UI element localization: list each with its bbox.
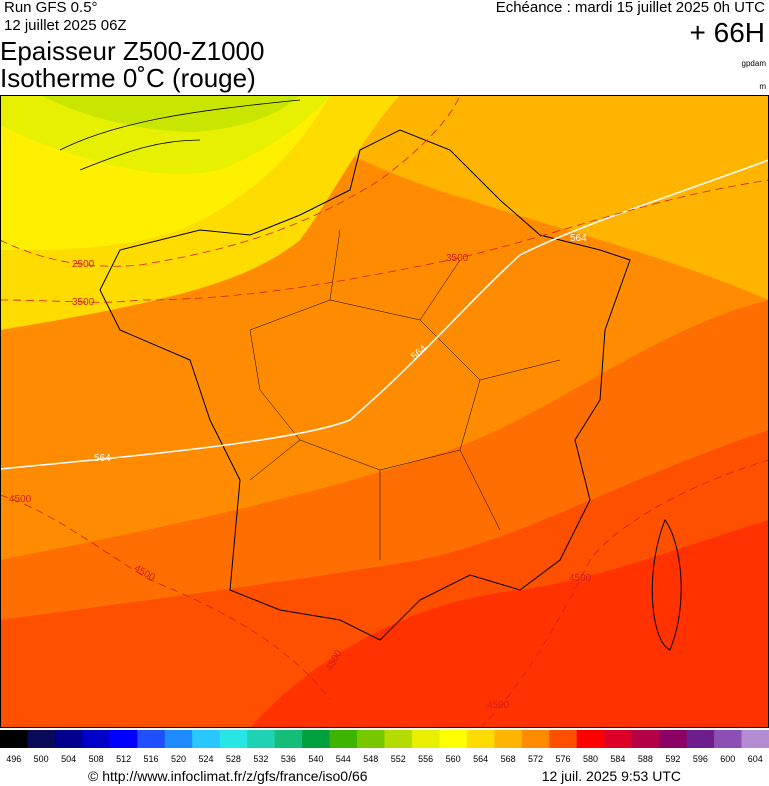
title-line-1: Epaisseur Z500-Z1000 bbox=[0, 36, 264, 66]
colorbar-label: 544 bbox=[336, 754, 351, 764]
isotherm-label: 4500 bbox=[487, 700, 510, 711]
colorbar-swatch bbox=[439, 730, 468, 748]
colorbar-swatch bbox=[494, 730, 523, 748]
colorbar-swatch bbox=[411, 730, 440, 748]
colorbar-label: 600 bbox=[720, 754, 735, 764]
generation-time: 12 juil. 2025 9:53 UTC bbox=[542, 768, 681, 784]
colorbar-label: 584 bbox=[610, 754, 625, 764]
colorbar-label: 516 bbox=[144, 754, 159, 764]
colorbar-label: 556 bbox=[418, 754, 433, 764]
colorbar-label: 572 bbox=[528, 754, 543, 764]
colorbar-label: 496 bbox=[6, 754, 21, 764]
isotherm-label: 3500 bbox=[72, 297, 95, 308]
colorbar-swatch bbox=[521, 730, 550, 748]
unit-thickness: gpdam bbox=[742, 59, 767, 68]
colorbar-swatch bbox=[384, 730, 413, 748]
colorbar-label: 504 bbox=[61, 754, 76, 764]
colorbar-swatch bbox=[329, 730, 358, 748]
colorbar-label: 552 bbox=[391, 754, 406, 764]
colorbar-swatch bbox=[82, 730, 111, 748]
colorbar-label: 604 bbox=[748, 754, 763, 764]
forecast-time: Echéance : mardi 15 juillet 2025 0h UTC bbox=[496, 0, 765, 16]
colorbar-swatch bbox=[54, 730, 83, 748]
unit-isotherm: m bbox=[759, 82, 766, 91]
isotherm-label: 2500 bbox=[72, 259, 95, 270]
colorbar-swatch bbox=[659, 730, 688, 748]
colorbar-label: 588 bbox=[638, 754, 653, 764]
isotherm-label: 4500 bbox=[569, 573, 592, 584]
colorbar-swatch bbox=[0, 730, 28, 748]
colorbar-label: 592 bbox=[665, 754, 680, 764]
colorbar-swatch bbox=[164, 730, 193, 748]
title-line-2: Isotherme 0˚C (rouge) bbox=[0, 63, 256, 93]
colorbar-swatch bbox=[576, 730, 605, 748]
colorbar-swatch bbox=[741, 730, 769, 748]
colorbar: 496 500 504 508 512 516 520 524 528 532 536 540 544 5… bbox=[0, 730, 769, 764]
source-url: © http://www.infoclimat.fr/z/gfs/france/… bbox=[88, 768, 368, 784]
colorbar-label: 540 bbox=[308, 754, 323, 764]
colorbar-swatch bbox=[604, 730, 633, 748]
colorbar-label: 560 bbox=[446, 754, 461, 764]
isotherm-label: 3500 bbox=[446, 253, 469, 264]
colorbar-swatch bbox=[686, 730, 715, 748]
isoline-label: 564 bbox=[94, 453, 111, 464]
colorbar-label: 580 bbox=[583, 754, 598, 764]
colorbar-swatch bbox=[631, 730, 660, 748]
colorbar-swatch bbox=[219, 730, 248, 748]
colorbar-label: 536 bbox=[281, 754, 296, 764]
colorbar-label: 548 bbox=[363, 754, 378, 764]
colorbar-swatch bbox=[302, 730, 331, 748]
colorbar-swatch bbox=[466, 730, 495, 748]
colorbar-label: 508 bbox=[89, 754, 104, 764]
colorbar-swatch bbox=[274, 730, 303, 748]
colorbar-swatch bbox=[137, 730, 166, 748]
colorbar-swatch bbox=[192, 730, 221, 748]
colorbar-label: 524 bbox=[198, 754, 213, 764]
colorbar-swatch bbox=[109, 730, 138, 748]
colorbar-swatch bbox=[549, 730, 578, 748]
colorbar-swatch bbox=[247, 730, 276, 748]
colorbar-swatch bbox=[714, 730, 743, 748]
isoline-label: 564 bbox=[570, 233, 587, 244]
colorbar-label: 596 bbox=[693, 754, 708, 764]
run-date: 12 juillet 2025 06Z bbox=[4, 17, 127, 34]
colorbar-label: 500 bbox=[34, 754, 49, 764]
colorbar-label: 532 bbox=[253, 754, 268, 764]
colorbar-swatch bbox=[27, 730, 56, 748]
colorbar-label: 576 bbox=[556, 754, 571, 764]
map-field: 564 564 564 2500 3500 3500 4500 4500 450… bbox=[0, 95, 769, 728]
colorbar-label: 512 bbox=[116, 754, 131, 764]
run-label: Run GFS 0.5° bbox=[4, 0, 98, 16]
lead-time: + 66H bbox=[690, 17, 766, 48]
colorbar-swatch bbox=[357, 730, 385, 748]
colorbar-label: 564 bbox=[473, 754, 488, 764]
colorbar-label: 568 bbox=[501, 754, 516, 764]
colorbar-label: 520 bbox=[171, 754, 186, 764]
isotherm-label: 4500 bbox=[9, 494, 32, 505]
colorbar-label: 528 bbox=[226, 754, 241, 764]
